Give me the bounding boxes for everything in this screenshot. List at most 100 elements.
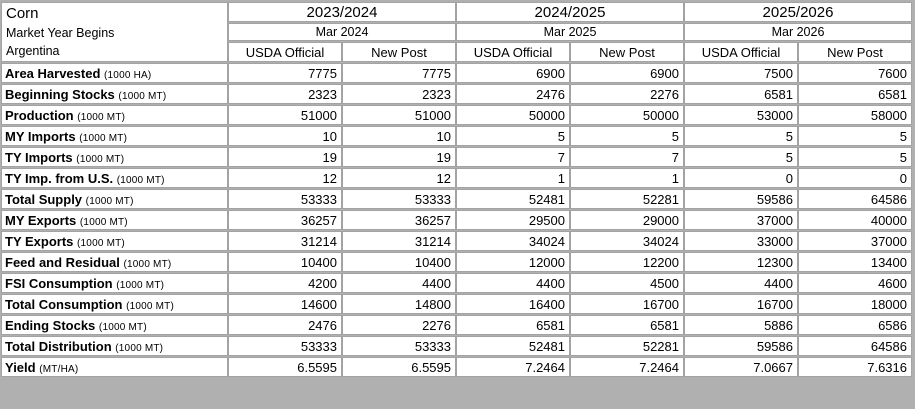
table-row: Total Supply (1000 MT) 53333 53333 52481 52… bbox=[1, 189, 912, 209]
cell-value: 64586 bbox=[798, 336, 912, 356]
cell-value: 16400 bbox=[456, 294, 570, 314]
cell-value: 2476 bbox=[456, 84, 570, 104]
cell-value: 10400 bbox=[342, 252, 456, 272]
cell-value: 51000 bbox=[228, 105, 342, 125]
cell-value: 59586 bbox=[684, 189, 798, 209]
table-row: Total Distribution (1000 MT) 53333 53333 5… bbox=[1, 336, 912, 356]
cell-value: 5 bbox=[570, 126, 684, 146]
market-year-begin-row: Mar 2024 Mar 2025 Mar 2026 bbox=[1, 23, 912, 41]
row-label: Ending Stocks bbox=[5, 317, 96, 333]
cell-value: 6.5595 bbox=[228, 357, 342, 377]
table-row: TY Exports (1000 MT) 31214 31214 34024 3402… bbox=[1, 231, 912, 251]
cell-value: 7.2464 bbox=[570, 357, 684, 377]
market-year-begins-label: Market Year Begins bbox=[6, 26, 115, 40]
row-unit: (MT/HA) bbox=[39, 363, 79, 375]
cell-value: 29000 bbox=[570, 210, 684, 230]
cell-value: 31214 bbox=[228, 231, 342, 251]
table-row: Feed and Residual (1000 MT) 10400 10400 12… bbox=[1, 252, 912, 272]
col-header-new-post: New Post bbox=[798, 42, 912, 62]
cell-value: 50000 bbox=[570, 105, 684, 125]
row-unit: (1000 HA) bbox=[104, 69, 152, 81]
row-unit: (1000 MT) bbox=[79, 132, 128, 144]
cell-value: 53333 bbox=[228, 336, 342, 356]
cell-value: 2323 bbox=[342, 84, 456, 104]
cell-value: 52281 bbox=[570, 189, 684, 209]
cell-value: 36257 bbox=[342, 210, 456, 230]
cell-value: 4200 bbox=[228, 273, 342, 293]
cell-value: 10 bbox=[228, 126, 342, 146]
cell-value: 6581 bbox=[684, 84, 798, 104]
row-label: MY Exports bbox=[5, 212, 77, 228]
cell-value: 4600 bbox=[798, 273, 912, 293]
market-year-begin-2026: Mar 2026 bbox=[684, 23, 912, 41]
row-label-cell: Total Supply (1000 MT) bbox=[1, 189, 228, 209]
cell-value: 51000 bbox=[342, 105, 456, 125]
cell-value: 14800 bbox=[342, 294, 456, 314]
market-year-begin-2025: Mar 2025 bbox=[456, 23, 684, 41]
year-header-2023-2024: 2023/2024 bbox=[228, 2, 456, 22]
cell-value: 52481 bbox=[456, 189, 570, 209]
psd-commodity-table: Corn Market Year Begins Argentina 2023/2… bbox=[1, 1, 912, 378]
cell-value: 36257 bbox=[228, 210, 342, 230]
row-label: Total Consumption bbox=[5, 296, 123, 312]
col-header-usda-official: USDA Official bbox=[228, 42, 342, 62]
cell-value: 53333 bbox=[342, 336, 456, 356]
row-label-cell: MY Exports (1000 MT) bbox=[1, 210, 228, 230]
cell-value: 7.0667 bbox=[684, 357, 798, 377]
row-label: MY Imports bbox=[5, 128, 76, 144]
cell-value: 7600 bbox=[798, 63, 912, 83]
cell-value: 12200 bbox=[570, 252, 684, 272]
cell-value: 6581 bbox=[798, 84, 912, 104]
cell-value: 6581 bbox=[570, 315, 684, 335]
row-label: Area Harvested bbox=[5, 65, 101, 81]
cell-value: 52481 bbox=[456, 336, 570, 356]
col-header-usda-official: USDA Official bbox=[684, 42, 798, 62]
row-label-cell: Total Consumption (1000 MT) bbox=[1, 294, 228, 314]
cell-value: 53333 bbox=[342, 189, 456, 209]
cell-value: 37000 bbox=[684, 210, 798, 230]
row-unit: (1000 MT) bbox=[126, 300, 175, 312]
cell-value: 2476 bbox=[228, 315, 342, 335]
source-header-row: USDA Official New Post USDA Official New… bbox=[1, 42, 912, 62]
table-row: Area Harvested (1000 HA) 7775 7775 6900 690… bbox=[1, 63, 912, 83]
cell-value: 52281 bbox=[570, 336, 684, 356]
table-row: MY Exports (1000 MT) 36257 36257 29500 2900… bbox=[1, 210, 912, 230]
cell-value: 12000 bbox=[456, 252, 570, 272]
cell-value: 7775 bbox=[228, 63, 342, 83]
cell-value: 4400 bbox=[456, 273, 570, 293]
cell-value: 5 bbox=[456, 126, 570, 146]
cell-value: 7500 bbox=[684, 63, 798, 83]
cell-value: 29500 bbox=[456, 210, 570, 230]
cell-value: 16700 bbox=[570, 294, 684, 314]
cell-value: 10400 bbox=[228, 252, 342, 272]
cell-value: 2276 bbox=[342, 315, 456, 335]
row-label: TY Imp. from U.S. bbox=[5, 170, 114, 186]
cell-value: 5 bbox=[684, 126, 798, 146]
cell-value: 12300 bbox=[684, 252, 798, 272]
table-row: Ending Stocks (1000 MT) 2476 2276 6581 6581… bbox=[1, 315, 912, 335]
row-unit: (1000 MT) bbox=[118, 90, 167, 102]
cell-value: 31214 bbox=[342, 231, 456, 251]
cell-value: 33000 bbox=[684, 231, 798, 251]
row-label: Yield bbox=[5, 359, 36, 375]
row-unit: (1000 MT) bbox=[76, 153, 125, 165]
cell-value: 18000 bbox=[798, 294, 912, 314]
table-row: FSI Consumption (1000 MT) 4200 4400 4400 45… bbox=[1, 273, 912, 293]
row-unit: (1000 MT) bbox=[77, 111, 126, 123]
cell-value: 2323 bbox=[228, 84, 342, 104]
cell-value: 12 bbox=[342, 168, 456, 188]
row-label: Total Distribution bbox=[5, 338, 112, 354]
cell-value: 64586 bbox=[798, 189, 912, 209]
row-label-cell: TY Exports (1000 MT) bbox=[1, 231, 228, 251]
cell-value: 37000 bbox=[798, 231, 912, 251]
table-row: Production (1000 MT) 51000 51000 50000 5000… bbox=[1, 105, 912, 125]
cell-value: 14600 bbox=[228, 294, 342, 314]
cell-value: 0 bbox=[684, 168, 798, 188]
col-header-new-post: New Post bbox=[342, 42, 456, 62]
row-unit: (1000 MT) bbox=[85, 195, 134, 207]
row-label-cell: MY Imports (1000 MT) bbox=[1, 126, 228, 146]
row-label: Beginning Stocks bbox=[5, 86, 115, 102]
cell-value: 5 bbox=[684, 147, 798, 167]
cell-value: 7 bbox=[570, 147, 684, 167]
cell-value: 6900 bbox=[570, 63, 684, 83]
